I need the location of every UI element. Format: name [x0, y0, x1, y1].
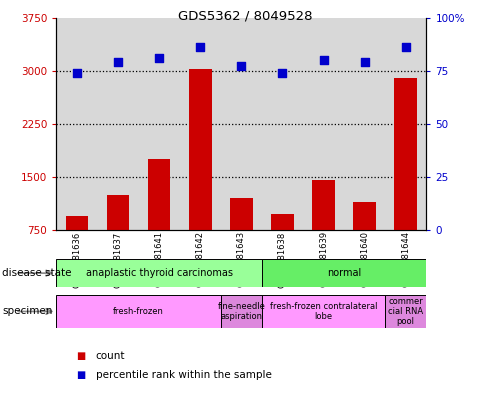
Point	[238, 63, 245, 70]
Point	[114, 59, 122, 65]
Bar	[107, 195, 129, 230]
Text: count: count	[96, 351, 125, 361]
Text: specimen: specimen	[2, 307, 53, 316]
Text: GDS5362 / 8049528: GDS5362 / 8049528	[178, 10, 312, 23]
Bar	[230, 198, 253, 230]
Text: ■: ■	[76, 351, 85, 361]
Bar	[56, 259, 262, 287]
Bar	[262, 259, 426, 287]
Bar	[271, 214, 294, 230]
Point	[402, 44, 410, 51]
Bar	[353, 202, 376, 230]
Bar	[56, 295, 221, 328]
Bar	[148, 159, 171, 230]
Bar	[189, 69, 212, 230]
Text: anaplastic thyroid carcinomas: anaplastic thyroid carcinomas	[86, 268, 233, 278]
Point	[361, 59, 368, 65]
Text: normal: normal	[327, 268, 361, 278]
Bar	[312, 180, 335, 230]
Bar	[262, 295, 385, 328]
Point	[155, 55, 163, 61]
Bar	[221, 295, 262, 328]
Bar	[66, 216, 88, 230]
Text: percentile rank within the sample: percentile rank within the sample	[96, 370, 271, 380]
Point	[196, 44, 204, 51]
Point	[319, 57, 327, 63]
Bar	[394, 78, 417, 230]
Point	[278, 70, 286, 76]
Text: commer
cial RNA
pool: commer cial RNA pool	[388, 297, 423, 326]
Text: ■: ■	[76, 370, 85, 380]
Text: disease state: disease state	[2, 268, 72, 278]
Bar	[385, 295, 426, 328]
Point	[73, 70, 81, 76]
Text: fresh-frozen contralateral
lobe: fresh-frozen contralateral lobe	[270, 302, 377, 321]
Text: fine-needle
aspiration: fine-needle aspiration	[218, 302, 265, 321]
Text: fresh-frozen: fresh-frozen	[113, 307, 164, 316]
